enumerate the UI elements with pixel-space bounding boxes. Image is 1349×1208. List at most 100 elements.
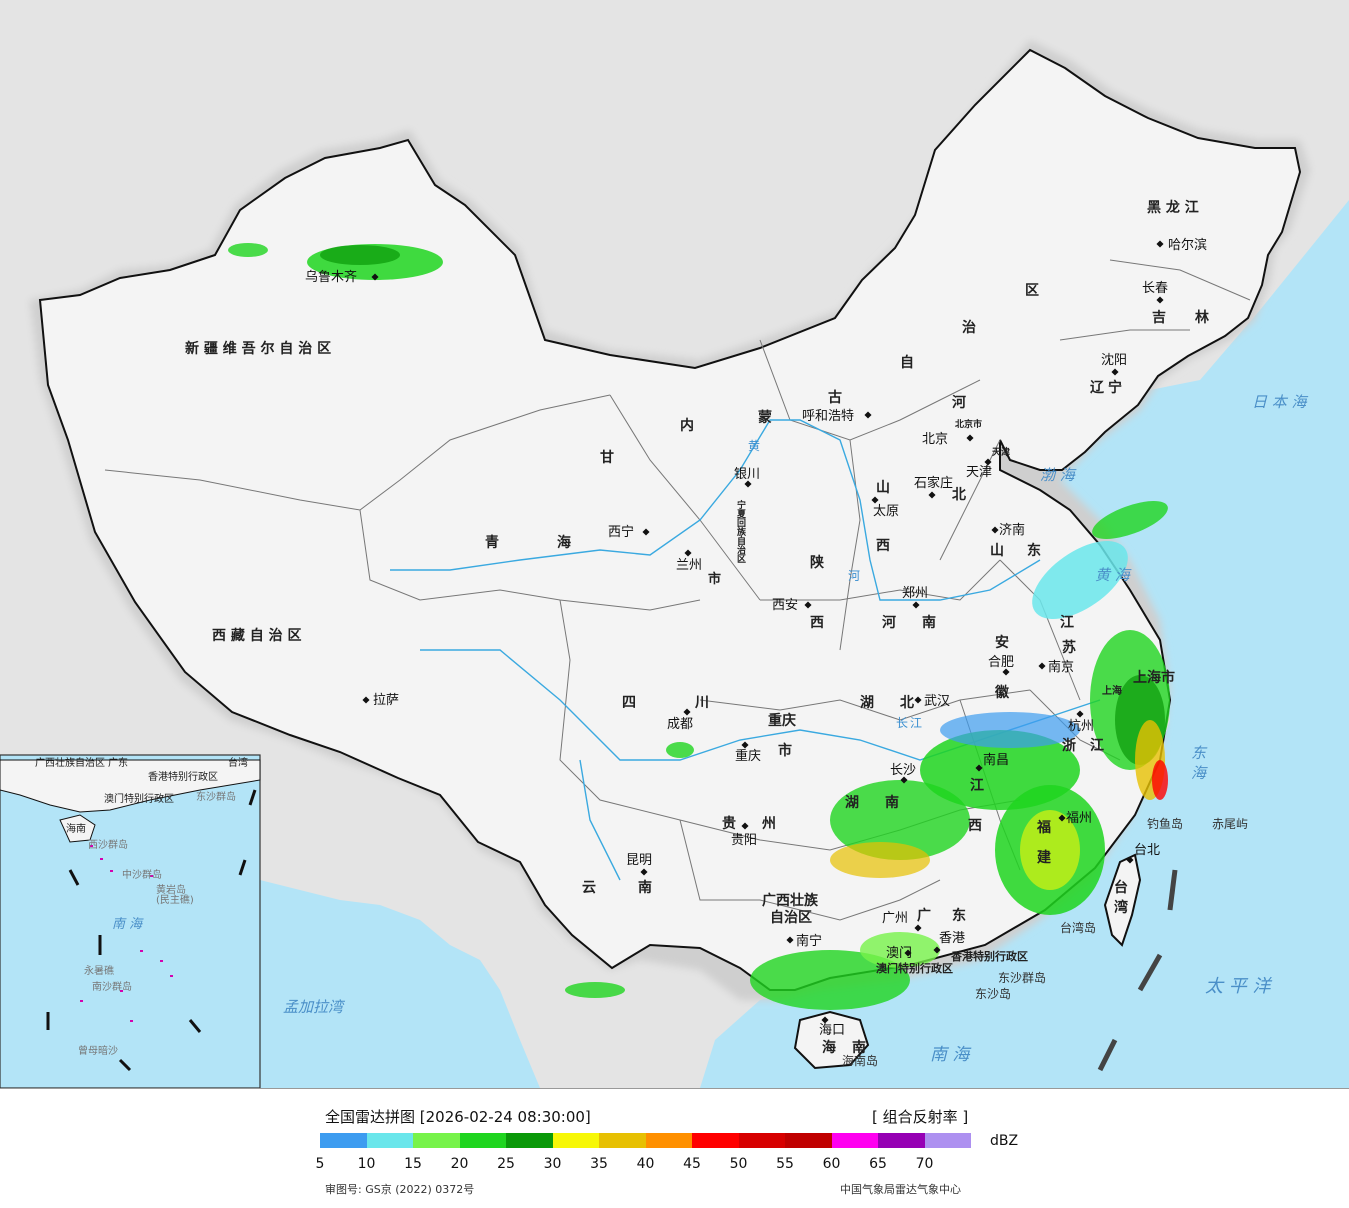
inset-label-huangyan: 黄岩岛 xyxy=(156,883,186,896)
city-marker-guangzhou xyxy=(914,924,922,932)
label-diaoyudao: 钓鱼岛 xyxy=(1147,816,1183,831)
city-marker-kunming xyxy=(640,868,648,876)
city-label-yinchuan: 银川 xyxy=(734,467,760,482)
city-label-hangzhou: 杭州 xyxy=(1068,719,1094,734)
label-taiwan-b: 湾 xyxy=(1114,899,1128,916)
city-marker-xian xyxy=(804,601,812,609)
label-guizhou-a: 贵 xyxy=(722,815,736,832)
city-marker-jinan xyxy=(991,526,999,534)
label-jiangsu-b: 苏 xyxy=(1062,639,1076,656)
legend-swatch xyxy=(878,1133,925,1148)
label-guangxi-a: 广西壮族 xyxy=(762,892,819,909)
label-ribenhai: 日 本 海 xyxy=(1252,393,1309,411)
legend-swatch xyxy=(366,1133,413,1148)
label-taipingyang: 太 平 洋 xyxy=(1205,976,1272,997)
city-label-beijing: 北京 xyxy=(922,432,948,447)
inset-label-dongsha: 东沙群岛 xyxy=(196,790,236,803)
label-fujian-b: 建 xyxy=(1037,849,1051,866)
label-nanhai: 南 海 xyxy=(930,1045,972,1065)
label-taiwandao: 台湾岛 xyxy=(1060,920,1096,935)
label-gansu: 甘 xyxy=(600,449,614,466)
legend-tick-label: 40 xyxy=(636,1156,655,1172)
label-guangxi-b: 自治区 xyxy=(770,909,812,926)
city-marker-shijiazhuang xyxy=(928,491,936,499)
label-mengjialawan: 孟加拉湾 xyxy=(283,998,346,1016)
label-hubei-a: 湖 xyxy=(860,695,874,711)
city-label-kunming: 昆明 xyxy=(626,853,652,868)
label-hubei-b: 北 xyxy=(900,695,914,711)
label-hunan-a: 湖 xyxy=(845,795,859,811)
city-label-chengdu: 成都 xyxy=(667,717,693,732)
label-neimenggu-a: 内 xyxy=(680,417,694,434)
label-shanxi-a: 山 xyxy=(876,480,890,496)
label-zhejiang-a: 浙 xyxy=(1062,737,1076,754)
legend-tick-label: 70 xyxy=(915,1156,934,1172)
city-label-nanchang: 南昌 xyxy=(983,752,1009,768)
city-label-taiyuan: 太原 xyxy=(873,504,899,519)
city-label-zhengzhou: 郑州 xyxy=(902,586,928,601)
legend-swatch xyxy=(320,1133,367,1148)
city-label-chongqing: 重庆 xyxy=(735,748,761,764)
label-neimenggu-e: 治 xyxy=(962,319,976,336)
label-hk-sar: 香港特别行政区 xyxy=(950,949,1028,963)
city-label-wuhan: 武汉 xyxy=(924,694,950,709)
label-yunnan-b: 南 xyxy=(638,879,652,896)
label-neimenggu-c: 古 xyxy=(828,389,842,406)
label-guangdong-b: 东 xyxy=(952,907,966,924)
city-marker-aomen xyxy=(904,949,912,957)
inset-label-nansha: 南沙群岛 xyxy=(92,980,132,993)
label-ningxia: 宁夏回族自治区 xyxy=(735,499,747,563)
city-label-xianggang: 香港 xyxy=(939,931,965,946)
label-xinjiang: 新 疆 维 吾 尔 自 治 区 xyxy=(185,340,331,357)
inset-label-macao: 澳门特别行政区 xyxy=(104,792,174,805)
label-tianjin-small: 天津 xyxy=(992,446,1010,458)
inset-label-guangdong: 广东 xyxy=(108,756,128,769)
city-label-haikou: 海口 xyxy=(819,1023,845,1038)
legend-swatch xyxy=(738,1133,785,1148)
label-henan-a: 河 xyxy=(882,614,896,631)
radar-echoes xyxy=(228,243,1170,1010)
china-map: 新 疆 维 吾 尔 自 治 区 西 藏 自 治 区 青 海 甘 四 川 云 南 … xyxy=(0,0,1349,1088)
label-guizhou-b: 州 xyxy=(761,816,776,832)
city-label-nanning: 南宁 xyxy=(796,933,822,949)
legend-swatch xyxy=(552,1133,599,1148)
city-marker-chengdu xyxy=(683,708,691,716)
legend-tick-label: 60 xyxy=(822,1156,841,1172)
inset-label-xisha: 西沙群岛 xyxy=(88,838,128,851)
label-shaanxi-b: 西 xyxy=(810,615,824,631)
label-neimenggu-b: 蒙 xyxy=(758,409,772,426)
city-label-lasa: 拉萨 xyxy=(373,693,399,708)
city-marker-zhengzhou xyxy=(912,601,920,609)
taiwan-island xyxy=(1103,853,1142,947)
inset-label-hk: 香港特别行政区 xyxy=(148,770,218,783)
inset-label-yongshu: 永暑礁 xyxy=(84,964,114,977)
city-label-nanjing: 南京 xyxy=(1048,659,1074,675)
legend-swatch xyxy=(645,1133,692,1148)
label-hebei-b: 北 xyxy=(952,487,966,503)
label-river-chang: 长 xyxy=(896,716,908,730)
label-shaanxi-a: 陕 xyxy=(810,554,824,571)
label-yunnan-a: 云 xyxy=(582,880,596,896)
city-marker-xianggang xyxy=(933,946,941,954)
label-donghai: 东 海 xyxy=(1189,745,1208,780)
label-hainan-a: 海 xyxy=(822,1039,836,1056)
legend-swatch xyxy=(506,1133,553,1148)
label-beijing-small: 北京市 xyxy=(955,418,982,430)
label-river-huang: 黄 xyxy=(748,439,760,453)
label-huanghai: 黄 海 xyxy=(1095,566,1132,584)
label-shanghai: 上海市 xyxy=(1133,669,1175,686)
label-xizang: 西 藏 自 治 区 xyxy=(212,627,302,644)
inset-label-taiwan: 台湾 xyxy=(228,756,248,769)
city-marker-wulumuqi xyxy=(371,273,379,281)
legend-tick-label: 45 xyxy=(683,1156,701,1172)
city-label-guangzhou: 广州 xyxy=(882,911,908,926)
legend-tick-label: 5 xyxy=(315,1156,325,1172)
label-jiangsu-a: 江 xyxy=(1060,614,1074,631)
label-dongshaqundao: 东沙群岛 xyxy=(998,970,1046,985)
city-label-guiyang: 贵阳 xyxy=(731,833,757,848)
legend-tick-label: 55 xyxy=(776,1156,794,1172)
label-jiangxi-a: 江 xyxy=(970,777,984,794)
legend-swatch xyxy=(413,1133,460,1148)
city-marker-tianjin xyxy=(984,458,992,466)
